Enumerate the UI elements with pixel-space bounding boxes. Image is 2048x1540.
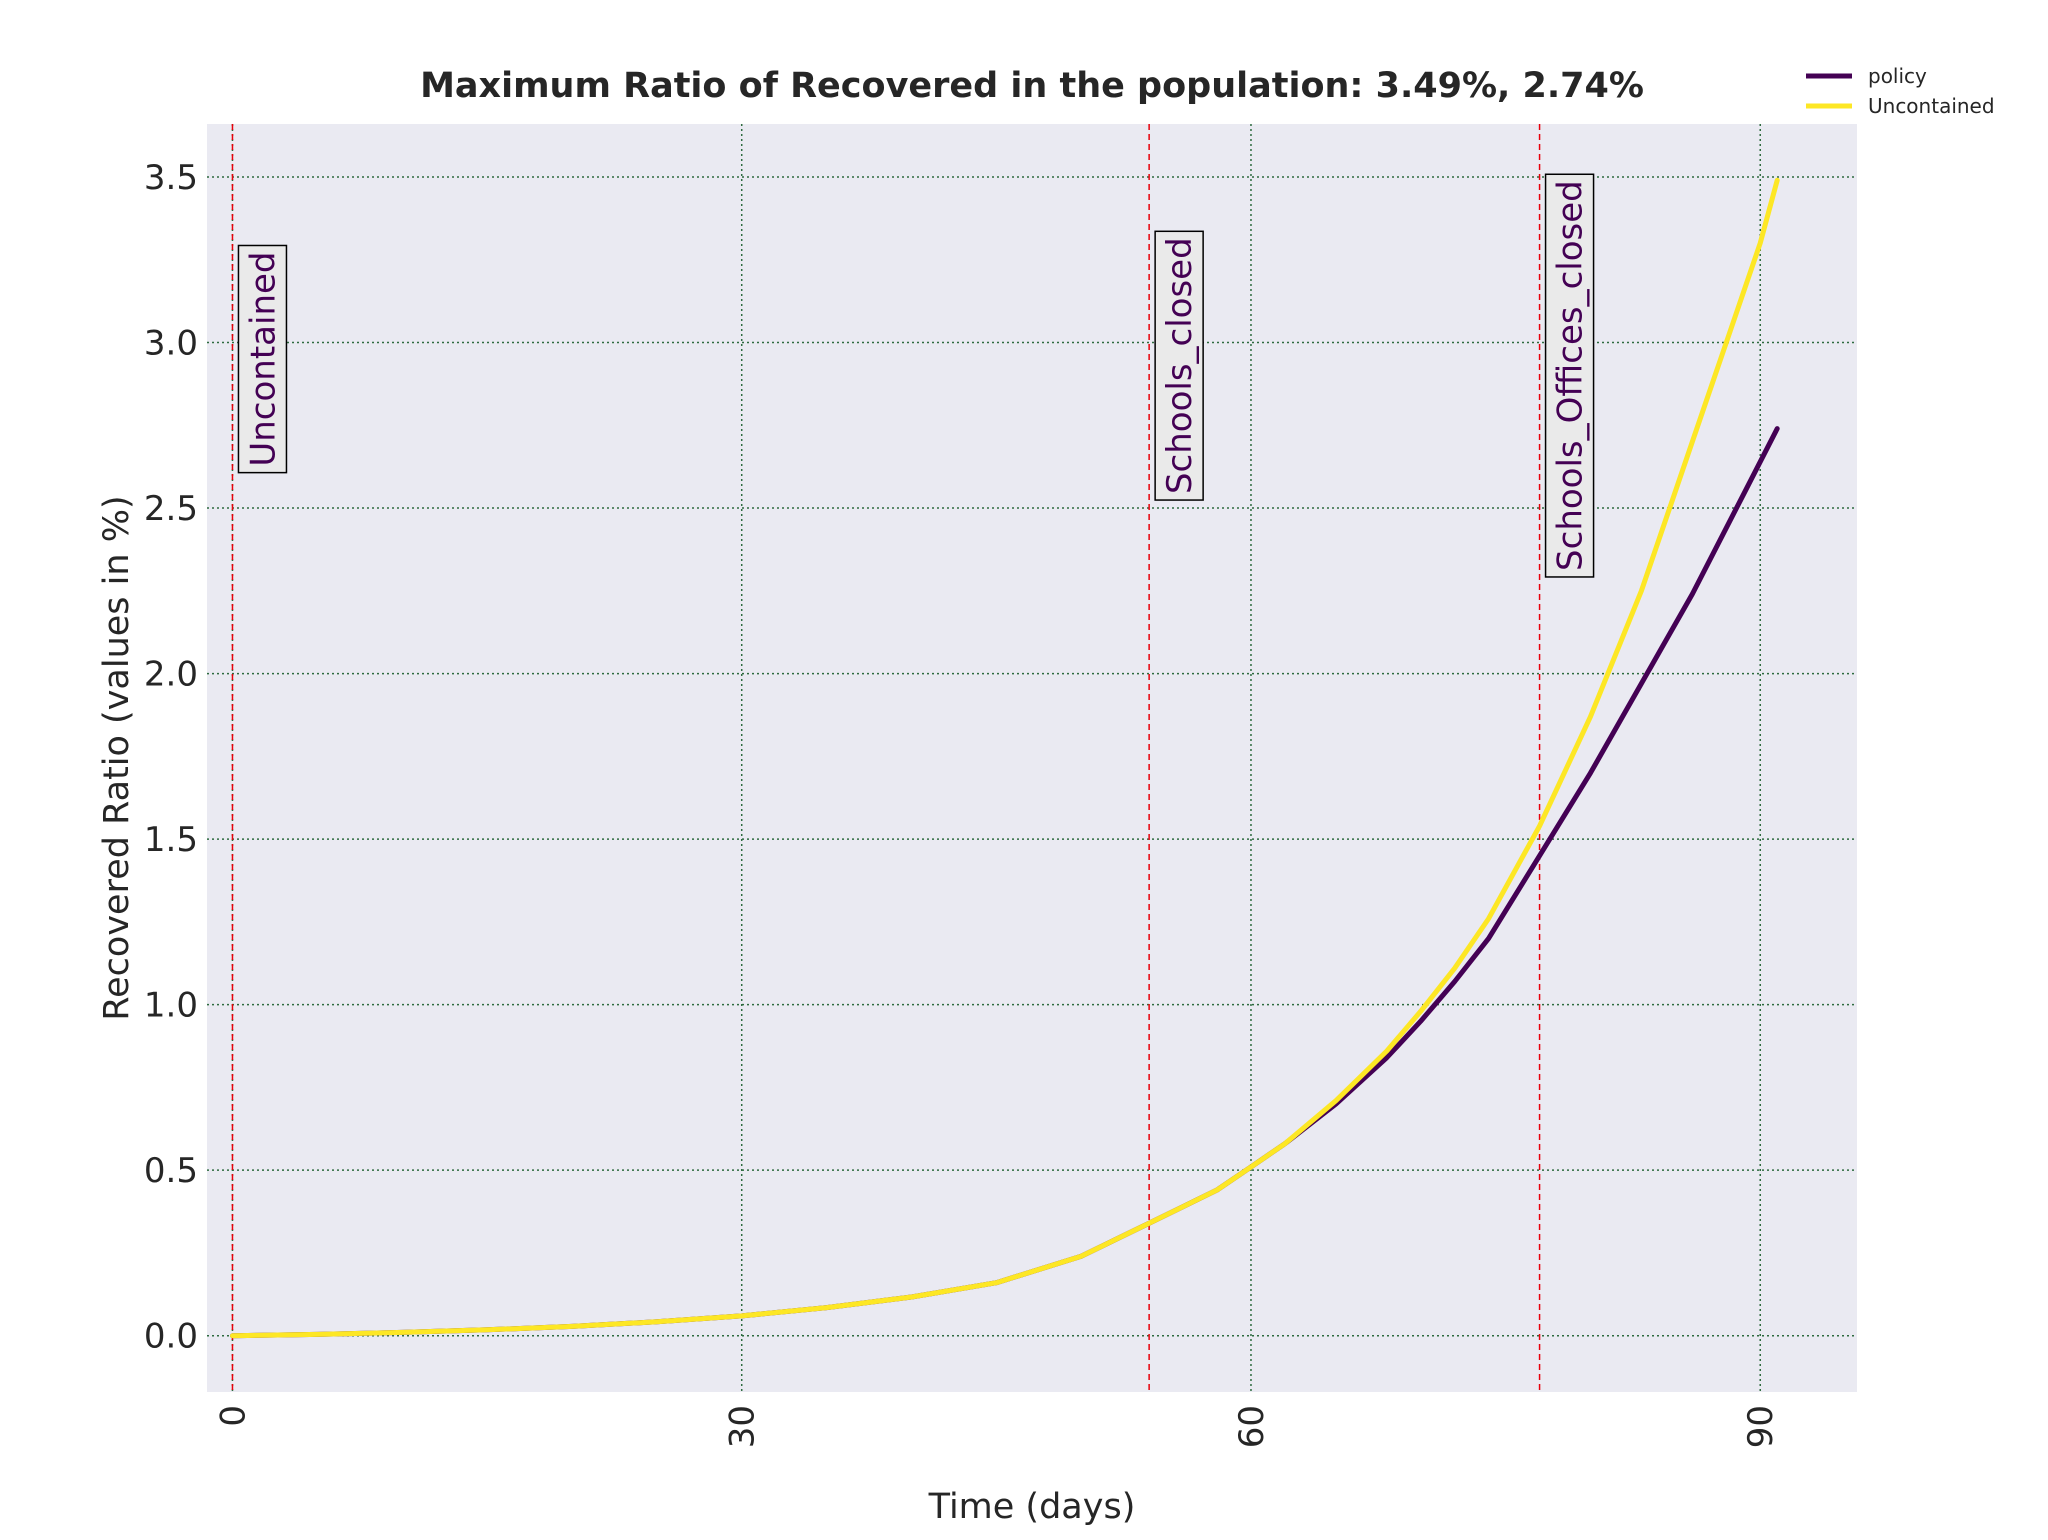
x-tick-label: 60 [1232,1405,1272,1448]
x-tick-label: 30 [723,1405,763,1448]
legend-label-policy: policy [1868,64,1927,88]
marker-labels: Uncontained Schools_closed Schools_Offices… [237,173,1595,578]
y-axis-label: Recovered Ratio (values in %) [97,495,137,1020]
grid [207,124,1857,1392]
chart-title: Maximum Ratio of Recovered in the popula… [420,66,1644,106]
legend: policy Uncontained [1806,64,1995,118]
label-box [1544,173,1595,578]
y-tick-label: 1.5 [144,820,198,860]
policy-label-text: Schools_Offices_closed [1551,180,1591,571]
series-line-uncontained [230,177,1780,1339]
y-tick-label: 2.5 [144,489,198,529]
tick-labels: 0.0 0.5 1.0 1.5 2.0 2.5 3.0 3.5 0 30 60 90 [144,158,1781,1448]
x-tick-label: 0 [213,1405,253,1427]
policy-label-text: Uncontained [243,251,283,466]
label-box [1154,230,1204,501]
x-axis-label: Time (days) [928,1487,1136,1527]
y-tick-label: 0.0 [144,1317,198,1357]
policy-label-box: Schools_Offices_closed [1544,173,1595,578]
y-tick-label: 0.5 [144,1151,198,1191]
series-lines [230,177,1780,1339]
policy-label-box: Uncontained [237,244,288,474]
y-tick-label: 1.0 [144,986,198,1026]
y-tick-label: 2.0 [144,655,198,695]
vertical-markers [231,124,1541,1392]
plot-background [207,124,1857,1392]
label-box [237,244,288,474]
policy-label-box: Schools_closed [1154,230,1204,501]
policy-label-text: Schools_closed [1160,237,1200,494]
y-tick-label: 3.5 [144,158,198,198]
y-tick-label: 3.0 [144,324,198,364]
legend-label-uncontained: Uncontained [1868,94,1995,118]
x-tick-label: 90 [1741,1405,1781,1448]
